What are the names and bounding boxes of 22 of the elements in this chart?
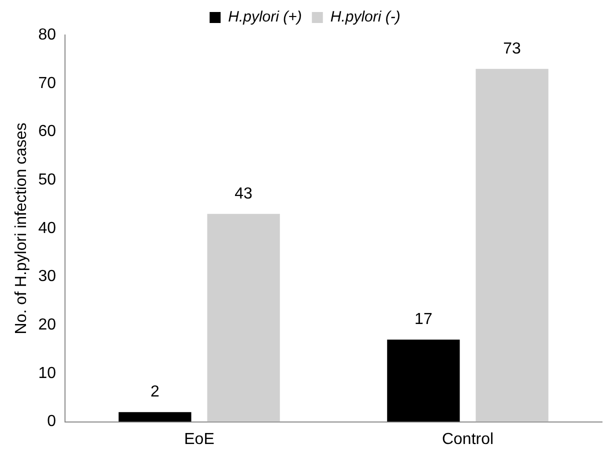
data-label: 43: [234, 185, 253, 202]
bar: [476, 68, 548, 422]
y-tick-label: 70: [38, 74, 56, 92]
legend-label: H.pylori (-): [330, 8, 400, 26]
legend-label: H.pylori (+): [228, 8, 302, 26]
bar: [207, 214, 280, 422]
x-tick-label: Control: [442, 430, 494, 448]
data-label: 17: [414, 311, 432, 328]
y-tick-label: 40: [38, 220, 56, 237]
y-axis-title: No. of H.pylori infection cases: [13, 122, 30, 334]
y-tick-label: 30: [38, 268, 56, 286]
data-label: 2: [150, 384, 160, 401]
y-tick-label: 50: [38, 171, 56, 188]
y-tick-label: 20: [38, 316, 56, 334]
y-tick-label: 0: [47, 413, 56, 430]
x-tick-label: EoE: [184, 430, 214, 448]
y-tick-label: 80: [38, 26, 56, 44]
y-tick-label: 10: [38, 364, 56, 382]
y-tick-label: 60: [38, 123, 56, 140]
data-label: 73: [503, 40, 522, 58]
bar: [387, 340, 460, 422]
bar: [118, 412, 192, 422]
